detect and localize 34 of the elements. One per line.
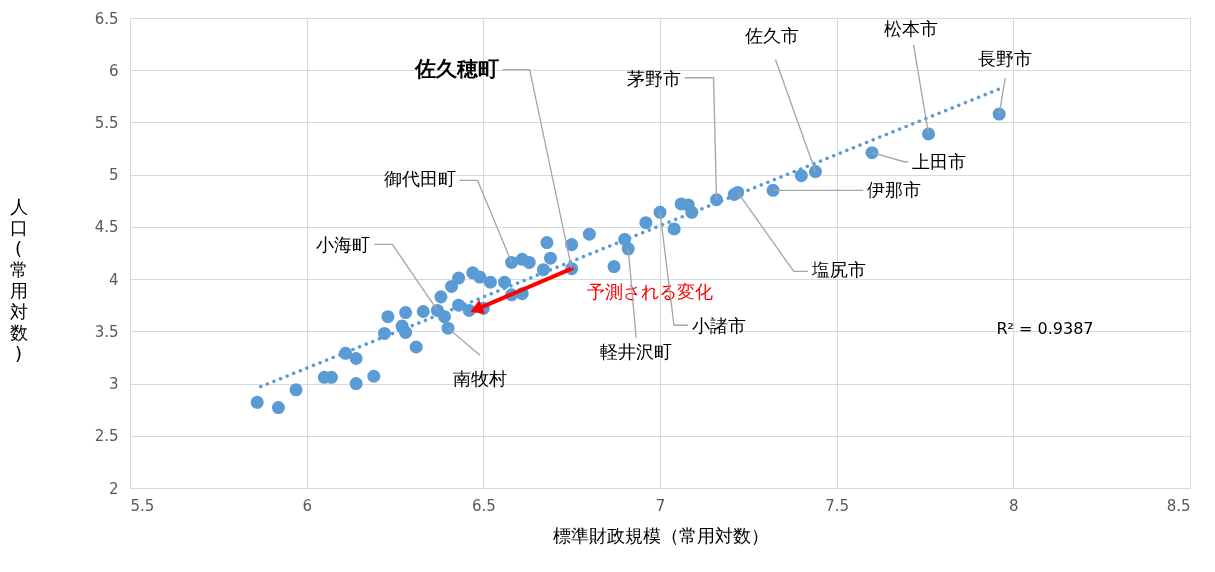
y-tick-label: 4 [108,270,119,289]
y-tick-label: 4.5 [94,218,119,237]
annotation: 軽井沢町 [600,340,673,362]
annotation: 小諸市 [692,315,746,337]
y-tick-label: 5.5 [94,113,119,132]
x-tick-label: 8.5 [1166,496,1191,515]
y-tick-label: 2.5 [94,427,119,446]
x-tick-label: 7 [655,496,666,515]
y-tick-label: 5 [108,166,119,185]
y-tick-label: 6.5 [94,9,119,28]
annotation: 茅野市 [626,67,681,89]
annotation: 松本市 [883,17,938,39]
y-tick-label: 2 [108,479,119,498]
annotation: 佐久市 [745,24,800,46]
annotation: 上田市 [912,150,966,172]
annotation: 佐久穂町 [413,56,499,81]
annotation: 長野市 [978,48,1033,70]
x-tick-label: 7.5 [825,496,850,515]
y-axis-title: 人口(常用対数) [9,195,28,364]
x-tick-label: 6 [302,496,312,515]
annotation: 小海町 [316,234,371,256]
annotation: 南牧村 [453,368,507,390]
annotation: 塩尻市 [810,259,866,281]
y-tick-label: 3.5 [94,322,119,341]
x-axis-title: 標準財政規模（常用対数） [552,524,769,546]
y-tick-label: 6 [108,61,119,80]
annotation: R² = 0.9387 [996,319,1094,338]
x-tick-label: 6.5 [471,496,496,515]
series-label: 予測される変化 [586,280,713,302]
x-tick-label: 5.5 [130,496,155,515]
x-tick-label: 8 [1009,496,1019,515]
y-tick-label: 3 [108,375,119,394]
annotation: 伊那市 [867,179,922,201]
annotation: 御代田町 [383,168,456,190]
